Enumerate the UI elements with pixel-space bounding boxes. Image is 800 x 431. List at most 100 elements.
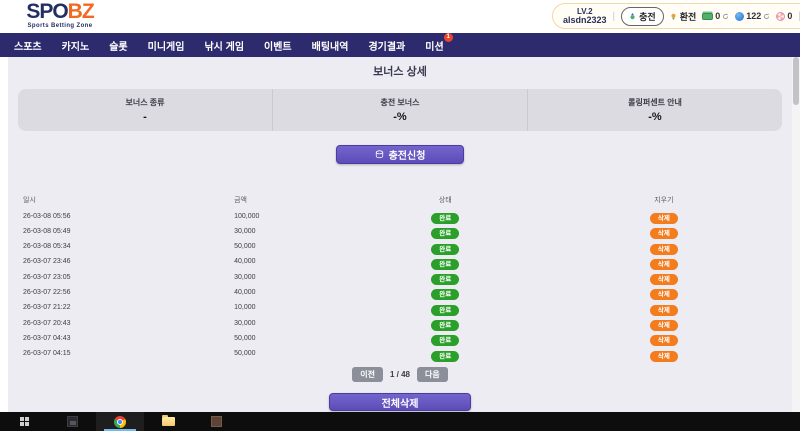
table-header-row: 일시 금액 상태 지우기 [23, 193, 777, 207]
site-logo[interactable]: SPOBZ Sports Betting Zone [12, 0, 108, 30]
status-badge: 완료 [431, 289, 460, 301]
bonus-summary-panel: 보너스 종류 - 충전 보너스 -% 롤링퍼센트 안내 -% [18, 89, 782, 131]
rolling-percent-header: 롤링퍼센트 안내 [628, 98, 682, 107]
nav-item[interactable]: 미션 1 [425, 32, 453, 53]
delete-all-button[interactable]: 전체삭제 [329, 393, 471, 411]
windows-logo [19, 417, 29, 426]
nav-item[interactable]: 카지노 [62, 38, 90, 53]
delete-row-button[interactable]: 삭제 [649, 304, 678, 316]
nav-item[interactable]: 스포츠 [14, 38, 42, 53]
user-level-block: LV.2 alsdn2323 [563, 7, 607, 25]
withdraw-button[interactable]: 환전 [670, 10, 697, 23]
nav-item-label: 카지노 [61, 41, 90, 53]
deposit-apply-button[interactable]: 충전신청 [336, 145, 464, 164]
cash-icon [702, 12, 714, 20]
logo-text: SPOBZ [26, 0, 94, 23]
row-date: 26-03-07 23:05 [23, 273, 71, 281]
col-header-remove: 지우기 [654, 197, 674, 204]
row-amount: 40,000 [234, 258, 256, 266]
bonus-type-header: 보너스 종류 [125, 98, 165, 107]
withdraw-label: 환전 [679, 11, 697, 22]
nav-item[interactable]: 이벤트 [264, 38, 292, 53]
table-row: 26-03-07 23:46 40,000 완료 삭제 [23, 253, 777, 270]
delete-row-button[interactable]: 삭제 [649, 289, 678, 301]
nav-item[interactable]: 낚시 게임 [204, 38, 244, 53]
row-amount: 10,000 [234, 304, 256, 312]
nav-item-label: 슬롯 [109, 41, 128, 53]
user-level: LV.2 [576, 7, 593, 16]
delete-row-button[interactable]: 삭제 [649, 258, 678, 270]
windows-start-icon[interactable] [0, 412, 48, 431]
deposit-apply-label: 충전신청 [388, 151, 426, 162]
row-date: 26-03-07 22:56 [23, 288, 71, 296]
roulette-balance: 0 [776, 11, 792, 21]
status-badge: 완료 [431, 304, 460, 316]
nav-item-label: 미니게임 [147, 41, 185, 53]
refresh-icon[interactable] [763, 12, 770, 20]
row-amount: 100,000 [234, 212, 260, 220]
nav-item-label: 배팅내역 [311, 41, 349, 53]
coins-icon [375, 150, 383, 159]
chrome-icon[interactable] [96, 412, 144, 431]
row-date: 26-03-07 23:46 [23, 258, 71, 266]
divider: | [612, 10, 616, 22]
col-header-amount: 금액 [234, 197, 247, 204]
row-date: 26-03-07 04:43 [23, 334, 71, 342]
delete-row-button[interactable]: 삭제 [649, 243, 678, 255]
nav-item-label: 경기결과 [368, 41, 406, 53]
cash-amount: 0 [715, 11, 721, 21]
photos-icon[interactable] [48, 412, 96, 431]
delete-row-button[interactable]: 삭제 [649, 335, 678, 347]
col-header-status: 상태 [438, 197, 452, 204]
refresh-icon[interactable] [722, 12, 729, 20]
coin-amount: 122 [746, 11, 762, 21]
delete-all-label: 전체삭제 [381, 398, 419, 410]
nav-item-label: 미션 [425, 41, 444, 53]
rolling-percent-value: -% [648, 111, 662, 123]
deposit-bonus-value: -% [393, 111, 407, 123]
row-amount: 30,000 [234, 319, 256, 327]
nav-item[interactable]: 미니게임 [148, 38, 185, 53]
notification-badge: 1 [443, 32, 453, 42]
divider: | [798, 10, 800, 22]
status-badge: 완료 [431, 228, 460, 240]
table-body: 26-03-08 05:56 100,000 완료 삭제 26-03-08 05… [23, 207, 777, 362]
bonus-history-table: 일시 금액 상태 지우기 26-03-08 05:56 100,000 완료 삭… [23, 193, 777, 362]
delete-row-button[interactable]: 삭제 [649, 213, 678, 224]
cash-balance: 0 [702, 11, 729, 21]
delete-row-button[interactable]: 삭제 [649, 320, 678, 332]
delete-row-button[interactable]: 삭제 [649, 274, 678, 286]
status-badge: 완료 [431, 213, 460, 224]
deposit-label: 충전 [639, 11, 656, 22]
coin-icon [735, 11, 745, 21]
row-date: 26-03-08 05:49 [23, 227, 71, 235]
deposit-bonus-column: 충전 보너스 -% [273, 89, 528, 131]
page-title: 보너스 상세 [373, 66, 427, 78]
next-page-button[interactable]: 다음 [417, 367, 448, 382]
username: alsdn2323 [563, 15, 607, 25]
user-info-bar: LV.2 alsdn2323 | 충전 환전 0 122 0 | 마 [552, 3, 800, 29]
scrollbar-thumb[interactable] [793, 57, 799, 105]
delete-row-button[interactable]: 삭제 [649, 228, 678, 240]
delete-row-button[interactable]: 삭제 [649, 350, 678, 362]
header: SPOBZ Sports Betting Zone LV.2 alsdn2323… [0, 0, 800, 33]
app-icon[interactable] [192, 412, 240, 431]
prev-page-button[interactable]: 이전 [352, 367, 383, 382]
nav-item[interactable]: 배팅내역 [312, 38, 349, 53]
row-amount: 30,000 [234, 273, 256, 281]
row-amount: 50,000 [234, 350, 256, 358]
deposit-bonus-header: 충전 보너스 [380, 98, 420, 107]
scrollbar-track[interactable] [792, 57, 800, 412]
nav-item-label: 이벤트 [264, 41, 292, 53]
deposit-icon [630, 12, 635, 19]
nav-item[interactable]: 경기결과 [368, 38, 405, 53]
table-row: 26-03-08 05:56 100,000 완료 삭제 [23, 207, 777, 224]
nav-item[interactable]: 슬롯 [109, 38, 127, 53]
bonus-detail-page: 보너스 상세 보너스 종류 - 충전 보너스 -% 롤링퍼센트 안내 -% 충전… [8, 57, 792, 412]
deposit-button[interactable]: 충전 [621, 6, 664, 26]
status-badge: 완료 [431, 243, 460, 255]
table-row: 26-03-07 22:56 40,000 완료 삭제 [23, 283, 777, 301]
file-explorer-icon[interactable] [144, 412, 192, 431]
table-row: 26-03-07 04:15 50,000 완료 삭제 [23, 345, 777, 362]
status-badge: 완료 [431, 350, 460, 362]
